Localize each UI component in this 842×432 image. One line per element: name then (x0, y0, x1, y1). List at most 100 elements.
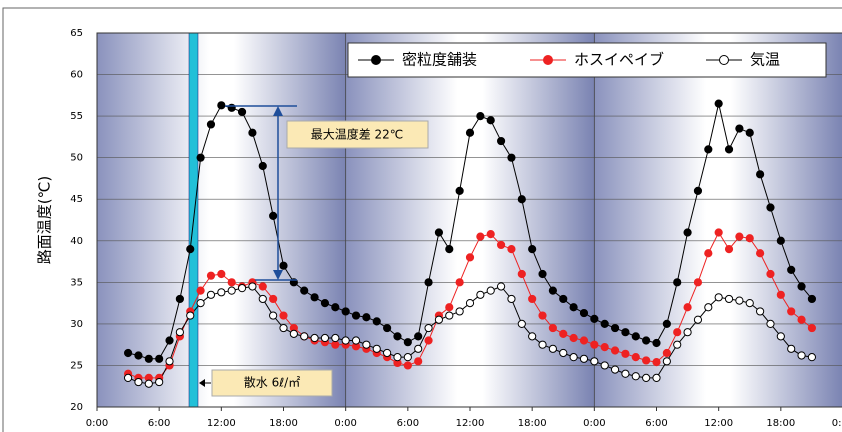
data-point (465, 299, 475, 308)
data-point (144, 354, 153, 363)
data-point (206, 290, 216, 299)
legend: 密粒度舗装 ホスイペイブ 気温 (347, 42, 827, 78)
legend-label: 気温 (750, 51, 780, 69)
data-point (528, 294, 537, 304)
data-point (217, 269, 226, 279)
data-point (372, 317, 381, 326)
data-point (186, 244, 195, 254)
data-point (424, 323, 433, 333)
data-point (383, 323, 392, 333)
data-point (590, 357, 599, 366)
data-point (652, 338, 661, 348)
data-point (538, 269, 547, 279)
data-point (735, 124, 744, 133)
x-tick-label: 6:00 (645, 418, 667, 429)
data-point (693, 278, 703, 287)
data-point (600, 343, 609, 352)
data-point (642, 373, 651, 383)
data-point (787, 265, 796, 274)
data-point (362, 340, 371, 349)
data-point (559, 348, 568, 358)
data-point (227, 286, 236, 295)
data-point (528, 332, 537, 341)
data-point (310, 333, 319, 343)
data-point (662, 357, 671, 366)
data-point (642, 336, 651, 345)
data-point (569, 353, 578, 362)
data-point (134, 351, 143, 360)
data-point (196, 286, 205, 295)
data-point (486, 116, 495, 125)
legend-label: ホスイペイブ (574, 51, 664, 69)
data-point (621, 349, 630, 358)
data-point (496, 136, 506, 146)
data-point (693, 186, 703, 196)
y-tick-label: 60 (70, 70, 83, 81)
data-point (673, 278, 682, 287)
annotation-box (211, 369, 333, 397)
data-point (403, 353, 412, 362)
data-point (590, 340, 599, 349)
y-tick-label: 40 (70, 236, 83, 247)
data-point (455, 186, 464, 196)
data-point (269, 211, 278, 220)
data-point (517, 269, 526, 279)
data-point (372, 344, 381, 353)
data-point (341, 336, 350, 345)
data-point (745, 128, 754, 137)
annotation-box (286, 120, 429, 149)
data-point (424, 278, 433, 287)
legend-marker (719, 55, 729, 65)
data-point (310, 293, 319, 302)
y-tick-label: 55 (70, 111, 83, 122)
annotation: 最大温度差 22℃ (311, 127, 404, 142)
data-point (517, 319, 526, 328)
plot-background (97, 33, 842, 407)
data-point (787, 307, 796, 316)
x-tick-label: 12:00 (207, 418, 236, 429)
x-tick-label: 12:00 (456, 418, 485, 429)
data-point (807, 323, 817, 333)
y-tick-label: 35 (70, 277, 83, 288)
data-point (507, 153, 516, 162)
data-point (496, 240, 506, 250)
data-point (403, 338, 412, 347)
x-tick-label: 6:00 (397, 418, 419, 429)
data-point (258, 161, 267, 171)
data-point (673, 328, 682, 337)
legend-label: 密粒度舗装 (402, 51, 477, 69)
data-point (279, 323, 288, 333)
data-point (155, 377, 164, 387)
max-diff-annotation: 最大温度差 22℃ (225, 105, 429, 281)
data-point (548, 323, 557, 333)
data-point (155, 354, 164, 363)
data-point (704, 249, 713, 258)
data-point (331, 333, 340, 343)
series (123, 99, 817, 388)
data-point (507, 244, 516, 254)
data-point (455, 278, 464, 287)
data-point (476, 112, 485, 121)
data-point (538, 311, 547, 320)
data-point (455, 307, 464, 316)
data-point (248, 128, 257, 137)
data-point (434, 315, 444, 324)
data-point (341, 307, 350, 316)
x-tick-label: 12:00 (704, 418, 733, 429)
x-tick-label: 6:00 (148, 418, 170, 429)
data-point (393, 332, 402, 341)
data-point (414, 344, 423, 353)
data-point (569, 333, 578, 343)
data-point (776, 332, 785, 341)
data-point (693, 315, 703, 324)
y-tick-label: 25 (70, 360, 83, 371)
data-point (486, 230, 495, 239)
data-point (787, 344, 796, 353)
data-point (393, 353, 402, 362)
data-point (123, 348, 133, 358)
data-point (652, 358, 661, 367)
data-point (362, 313, 371, 322)
x-tick-label: 18:00 (766, 418, 795, 429)
data-point (807, 294, 817, 304)
data-point (714, 99, 723, 108)
